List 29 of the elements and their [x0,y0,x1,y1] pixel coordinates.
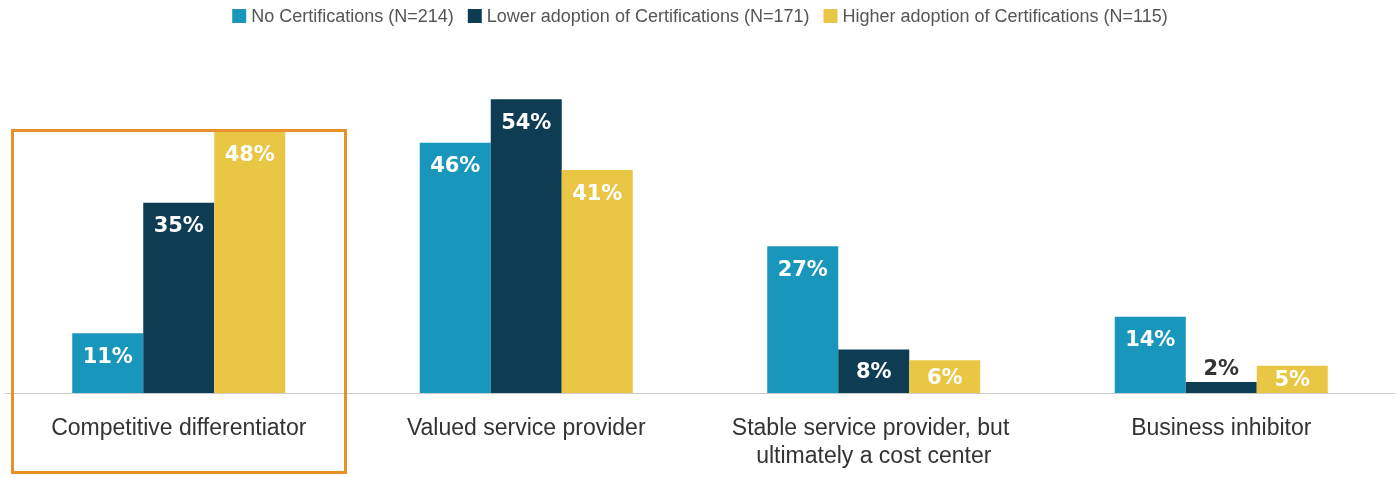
bar [419,142,491,393]
bar [561,170,633,393]
data-label: 14% [1125,327,1176,352]
data-label: 46% [430,153,481,178]
bar [490,99,562,393]
data-label: 2% [1203,355,1240,380]
x-tick-label: Valued service provider [406,414,646,440]
data-label: 48% [224,142,275,167]
x-tick-label: Stable service provider, but ultimately a cost center [731,414,1016,468]
data-label: 5% [1274,367,1311,392]
bar [214,131,286,393]
bar [72,333,144,393]
x-tick-label: Competitive differentiator [51,414,307,440]
data-label: 8% [855,359,892,384]
bar [767,246,839,393]
data-label: 35% [153,213,204,238]
data-label: 41% [572,180,623,205]
legend-label: Higher adoption of Certifications (N=115) [842,6,1168,26]
bar [1185,382,1257,393]
data-label: 27% [777,256,828,281]
data-label: 6% [926,364,963,389]
x-tick-label: Business inhibitor [1131,414,1312,440]
bar [143,202,215,393]
data-label: 11% [82,343,133,368]
data-label: 54% [501,109,552,134]
legend-label: Lower adoption of Certifications (N=171) [486,6,810,26]
bar [1114,316,1186,393]
legend-label: No Certifications (N=214) [251,6,454,26]
bar [838,349,910,393]
